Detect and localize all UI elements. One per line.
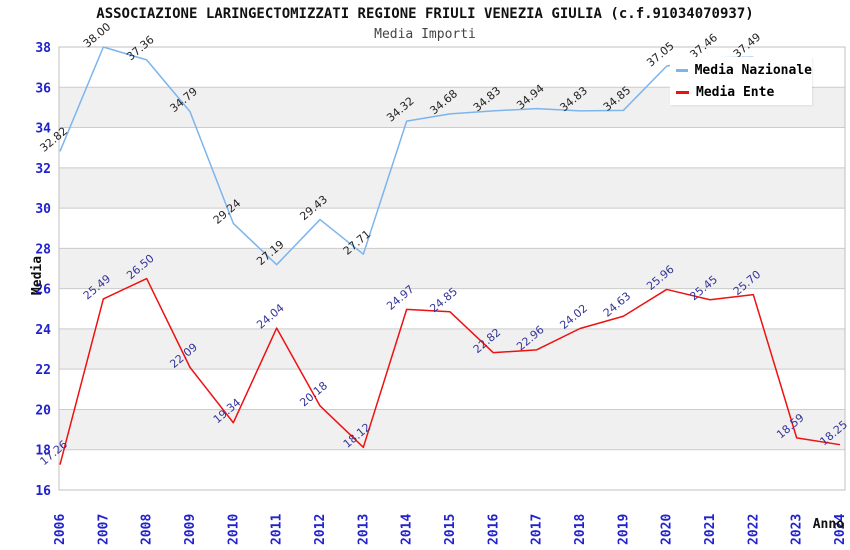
x-tick-label: 2010 [226, 514, 241, 545]
x-tick-label: 2009 [183, 514, 198, 545]
data-label: 24.63 [601, 289, 633, 319]
y-tick-label: 32 [35, 162, 51, 177]
x-tick-label: 2019 [616, 514, 631, 545]
x-tick-label: 2020 [660, 514, 675, 545]
x-tick-label: 2007 [96, 514, 111, 545]
legend: Media Nazionale Media Ente [670, 57, 812, 105]
plot-band [59, 248, 845, 289]
x-tick-label: 2012 [313, 514, 328, 545]
chart-title: ASSOCIAZIONE LARINGECTOMIZZATI REGIONE F… [96, 6, 754, 22]
legend-label: Media Nazionale [694, 62, 812, 78]
legend-item-media-ente[interactable]: Media Ente [676, 85, 812, 100]
plot-band [59, 409, 845, 450]
x-tick-label: 2021 [703, 514, 718, 545]
y-tick-label: 16 [35, 484, 51, 499]
x-tick-label: 2016 [486, 514, 501, 545]
y-tick-label: 26 [35, 283, 51, 298]
y-tick-label: 38 [35, 41, 51, 56]
legend-line-sample-blue-icon [676, 68, 688, 72]
series-line-media-nazionale [59, 46, 754, 266]
x-tick-label: 2017 [530, 514, 545, 545]
data-label: 24.04 [254, 301, 286, 331]
x-tick-label: 2024 [833, 514, 848, 545]
x-tick-label: 2018 [573, 514, 588, 545]
y-tick-label: 30 [35, 202, 51, 217]
y-tick-label: 18 [35, 444, 51, 459]
x-tick-label: 2023 [790, 514, 805, 545]
legend-item-media-nazionale[interactable]: Media Nazionale [676, 63, 812, 78]
data-label: 17.26 [38, 438, 70, 468]
data-label: 38.00 [81, 20, 113, 50]
data-label: 24.85 [428, 285, 460, 315]
y-tick-label: 28 [35, 242, 51, 257]
y-tick-label: 24 [35, 323, 51, 338]
x-tick-label: 2006 [53, 514, 68, 545]
series-line-media-ente [59, 277, 841, 465]
y-tick-label: 36 [35, 81, 51, 96]
legend-line-sample-red-icon [676, 90, 689, 94]
legend-label: Media Ente [696, 84, 775, 100]
plot-border [58, 46, 846, 491]
data-label: 20.18 [298, 379, 330, 409]
y-axis-title: Media [30, 255, 46, 296]
x-axis-title: Anno [812, 517, 844, 532]
x-tick-label: 2008 [140, 514, 155, 545]
y-tick-label: 34 [35, 122, 51, 137]
x-tick-label: 2015 [443, 514, 458, 545]
x-tick-label: 2011 [270, 514, 285, 545]
y-tick-label: 20 [35, 403, 51, 418]
chart-subtitle: Media Importi [374, 27, 476, 42]
y-tick-label: 22 [35, 363, 51, 378]
x-tick-label: 2013 [356, 514, 371, 545]
x-tick-label: 2014 [400, 514, 415, 545]
plot-band [59, 167, 845, 209]
plot-band [59, 328, 845, 370]
x-tick-label: 2022 [746, 514, 761, 545]
